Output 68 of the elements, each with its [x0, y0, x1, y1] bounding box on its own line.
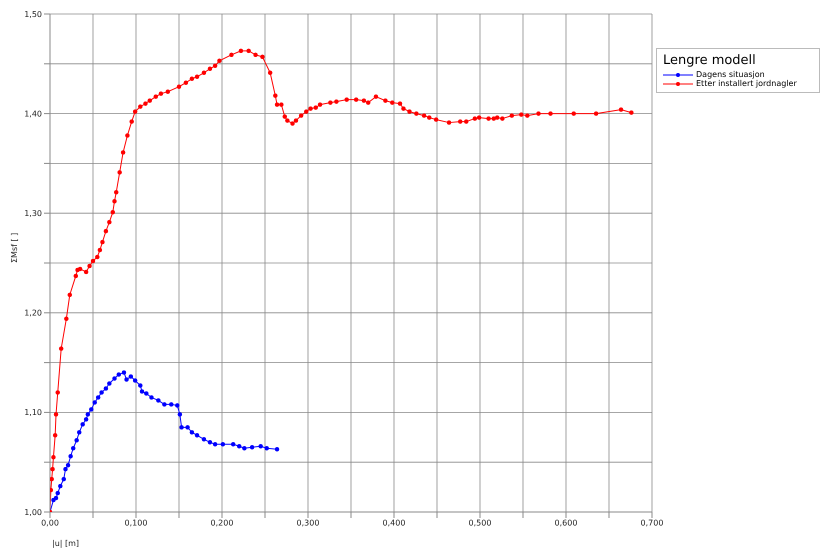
y-tick-label: 1,10 [24, 408, 42, 418]
point [86, 412, 90, 417]
point [89, 407, 94, 412]
y-tick-label: 1,40 [24, 109, 42, 118]
point [138, 383, 143, 388]
point [156, 398, 161, 403]
point [236, 444, 242, 449]
legend-title: Lengre modell [663, 53, 757, 68]
y-tick-label: 1,20 [24, 308, 42, 318]
point [212, 442, 218, 447]
x-tick-label: 0,300 [296, 518, 320, 528]
point [242, 446, 247, 451]
x-tick-label: 0,200 [210, 518, 234, 528]
point [112, 376, 117, 381]
point [55, 490, 60, 496]
point [68, 454, 73, 458]
y-tick-label: 1,50 [24, 10, 42, 19]
x-tick-label: 0,600 [554, 518, 578, 528]
point [274, 447, 280, 452]
x-axis-title: |u| [m] [52, 539, 80, 548]
point [116, 372, 122, 377]
point [140, 389, 144, 394]
y-tick-label: 1,00 [24, 508, 42, 517]
point [99, 390, 104, 395]
point [175, 403, 180, 408]
point [62, 476, 66, 482]
point [149, 395, 154, 400]
x-tick-label: 0,00 [41, 518, 59, 528]
point [208, 440, 212, 445]
point [96, 395, 100, 400]
point [144, 391, 149, 396]
point [104, 386, 108, 391]
point [92, 400, 97, 405]
point [107, 381, 112, 386]
point [185, 425, 190, 430]
x-tick-label: 0,100 [124, 518, 148, 528]
x-tick-label: 0,500 [468, 518, 492, 528]
point [63, 466, 68, 472]
point [194, 433, 200, 438]
x-tick-label: 0,400 [382, 518, 406, 528]
point [162, 402, 167, 407]
point [66, 462, 70, 468]
point [179, 425, 184, 430]
point [178, 412, 182, 417]
point [58, 484, 63, 488]
point [258, 444, 263, 449]
point [230, 442, 236, 447]
point [250, 445, 254, 450]
point [264, 446, 269, 451]
point [80, 422, 85, 427]
x-tick-label: 0,700 [640, 518, 664, 528]
point [74, 438, 79, 443]
y-tick-label: 1,30 [24, 209, 42, 218]
point [124, 377, 129, 382]
legend-label: Dagens situasjon [696, 70, 765, 79]
y-axis-title: ΣMsf [ ] [10, 232, 19, 263]
point [122, 370, 126, 375]
point [202, 437, 206, 442]
point [190, 430, 194, 435]
point [76, 430, 82, 435]
legend-label: Etter installert jordnagler [696, 79, 797, 88]
point [70, 446, 76, 451]
point [128, 374, 134, 379]
point [169, 402, 174, 407]
point [132, 378, 138, 383]
point [54, 496, 58, 500]
point [220, 442, 226, 447]
point [84, 417, 88, 422]
